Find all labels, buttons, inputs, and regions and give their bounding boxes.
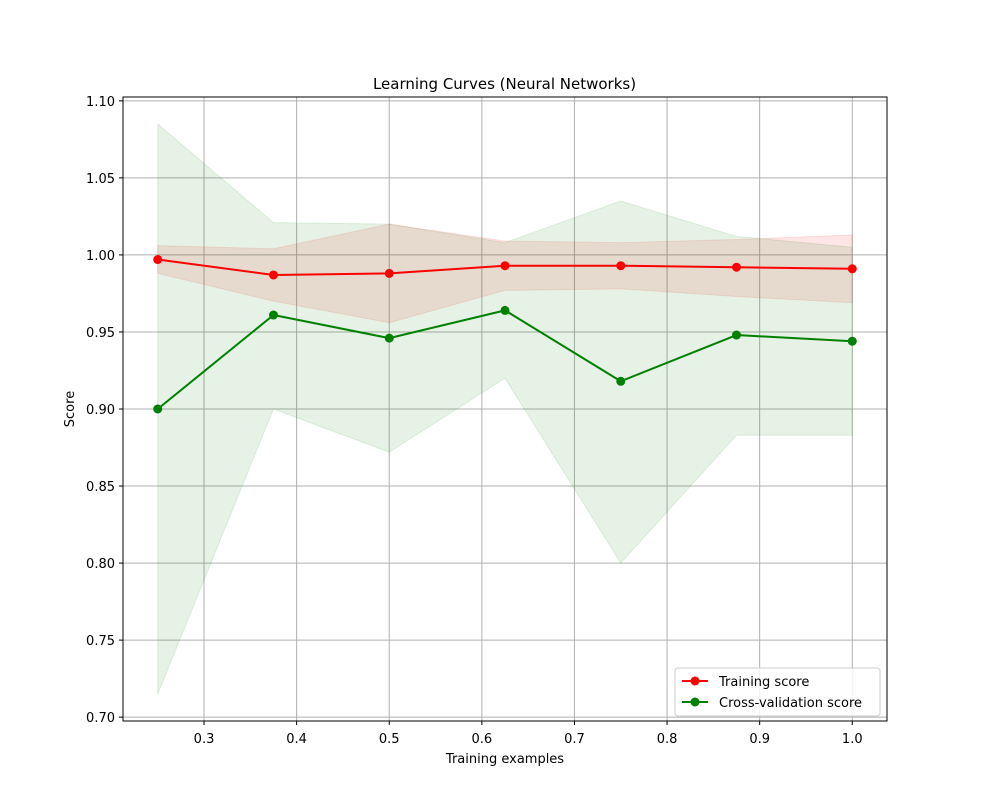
data-point-0 (268, 270, 278, 280)
legend-marker-cv (690, 697, 700, 707)
x-axis-label: Training examples (445, 752, 564, 767)
data-point-0 (732, 262, 742, 272)
y-tick-label: 0.90 (86, 403, 115, 418)
legend-label-training: Training score (718, 675, 809, 690)
data-point-0 (384, 268, 394, 278)
grid-lines (123, 97, 887, 721)
x-axis-ticks: 0.3 0.4 0.5 0.6 0.7 0.8 0.9 1.0 (194, 721, 863, 747)
x-tick-label: 0.8 (657, 732, 678, 747)
data-point-1 (268, 310, 278, 320)
data-point-1 (616, 376, 626, 386)
x-tick-label: 0.5 (379, 732, 400, 747)
x-tick-label: 0.6 (472, 732, 493, 747)
data-point-1 (500, 305, 510, 315)
x-tick-label: 0.4 (286, 732, 307, 747)
data-point-1 (732, 330, 742, 340)
plot-area: 0.3 0.4 0.5 0.6 0.7 0.8 0.9 1.0 0.70 0.75 0.80 0.8… (86, 95, 888, 747)
data-point-0 (153, 255, 163, 265)
y-axis-ticks: 0.70 0.75 0.80 0.85 0.90 0.95 1.00 1.05 1.10 (86, 95, 123, 726)
y-tick-label: 1.00 (86, 249, 115, 264)
y-tick-label: 0.85 (86, 480, 115, 495)
y-tick-label: 1.05 (86, 172, 115, 187)
y-tick-label: 0.70 (86, 711, 115, 726)
y-tick-label: 0.95 (86, 326, 115, 341)
y-tick-label: 0.80 (86, 557, 115, 572)
std-band-0 (157, 223, 853, 324)
x-tick-label: 0.3 (194, 732, 215, 747)
chart-title: Learning Curves (Neural Networks) (373, 75, 636, 93)
data-point-0 (500, 261, 510, 271)
x-tick-label: 0.7 (564, 732, 585, 747)
legend-marker-training (690, 676, 700, 686)
x-tick-label: 1.0 (842, 732, 863, 747)
legend-label-cv: Cross-validation score (719, 696, 862, 711)
y-axis-label: Score (63, 391, 78, 427)
legend-box (674, 667, 881, 717)
data-point-0 (847, 264, 857, 274)
data-point-0 (616, 261, 626, 271)
x-tick-label: 0.9 (749, 732, 770, 747)
series-points (153, 255, 857, 414)
y-tick-label: 1.10 (86, 95, 115, 110)
y-tick-label: 0.75 (86, 634, 115, 649)
data-point-1 (384, 333, 394, 343)
legend: Training score Cross-validation score (674, 667, 881, 717)
data-point-1 (847, 336, 857, 346)
data-point-1 (153, 404, 163, 414)
